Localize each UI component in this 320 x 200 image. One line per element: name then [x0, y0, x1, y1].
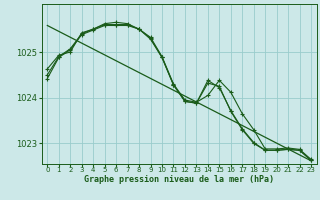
X-axis label: Graphe pression niveau de la mer (hPa): Graphe pression niveau de la mer (hPa): [84, 175, 274, 184]
